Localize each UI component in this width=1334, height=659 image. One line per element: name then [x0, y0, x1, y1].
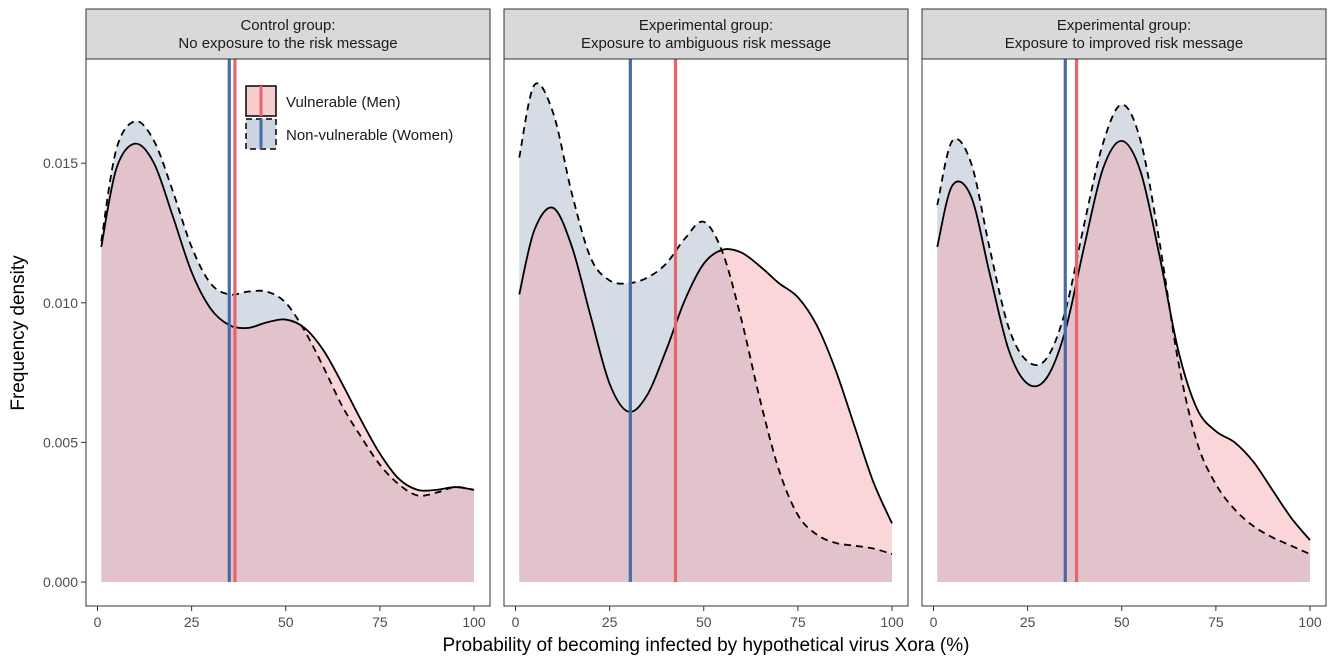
panel-strip [921, 8, 1327, 60]
y-tick-label: 0.010 [43, 295, 78, 311]
panel-2: Experimental group:Exposure to ambiguous… [503, 8, 909, 630]
density-line-women [936, 103, 1311, 555]
panel-border [85, 58, 491, 607]
plot-background [922, 59, 1326, 606]
density-line-women [100, 120, 475, 497]
x-tick-label: 75 [790, 614, 806, 630]
legend-label-women: Non-vulnerable (Women) [286, 127, 453, 144]
density-area-women [937, 104, 1310, 582]
density-area-men [101, 143, 475, 582]
panel-strip-line-2: Exposure to improved risk message [1005, 35, 1243, 52]
legend: Vulnerable (Men) Non-vulnerable (Women) [245, 85, 453, 150]
x-tick-label: 75 [372, 614, 388, 630]
x-tick-label: 100 [880, 614, 904, 630]
x-tick-label: 100 [1298, 614, 1322, 630]
x-tick-label: 50 [278, 614, 294, 630]
x-axis-title: Probability of becoming infected by hypo… [443, 635, 970, 656]
panel-strip-line-2: No exposure to the risk message [178, 35, 397, 52]
y-tick-label: 0.005 [43, 434, 78, 450]
panel-strip-line-1: Experimental group: [639, 17, 773, 34]
plot-background [86, 59, 490, 606]
legend-label-men: Vulnerable (Men) [286, 94, 401, 111]
density-line-women [518, 82, 893, 555]
x-tick-label: 25 [1020, 614, 1036, 630]
y-tick-label: 0.015 [43, 155, 78, 171]
density-area-women [519, 83, 892, 582]
x-tick-label: 50 [696, 614, 712, 630]
x-tick-label: 25 [184, 614, 200, 630]
x-tick-label: 0 [94, 614, 102, 630]
y-axis-title: Frequency density [8, 255, 29, 411]
panel-border [921, 58, 1327, 607]
panel-3: Experimental group:Exposure to improved … [921, 8, 1327, 630]
density-line-men [100, 142, 475, 492]
panel-strip [85, 8, 491, 60]
panel-1: Control group:No exposure to the risk me… [85, 8, 491, 630]
density-line-men [518, 206, 893, 524]
density-line-men [936, 139, 1311, 541]
y-tick-label: 0.000 [43, 574, 78, 590]
x-tick-label: 100 [462, 614, 486, 630]
x-tick-label: 50 [1114, 614, 1130, 630]
panel-strip-line-1: Experimental group: [1057, 17, 1191, 34]
density-area-women [101, 121, 475, 583]
density-area-men [937, 140, 1310, 582]
panel-border [503, 58, 909, 607]
x-tick-label: 0 [512, 614, 520, 630]
panel-strip-line-2: Exposure to ambiguous risk message [581, 35, 831, 52]
panel-strip-line-1: Control group: [240, 17, 335, 34]
x-tick-label: 75 [1208, 614, 1224, 630]
x-tick-label: 25 [602, 614, 618, 630]
x-tick-label: 0 [930, 614, 938, 630]
density-area-men [519, 207, 892, 582]
plot-background [504, 59, 908, 606]
